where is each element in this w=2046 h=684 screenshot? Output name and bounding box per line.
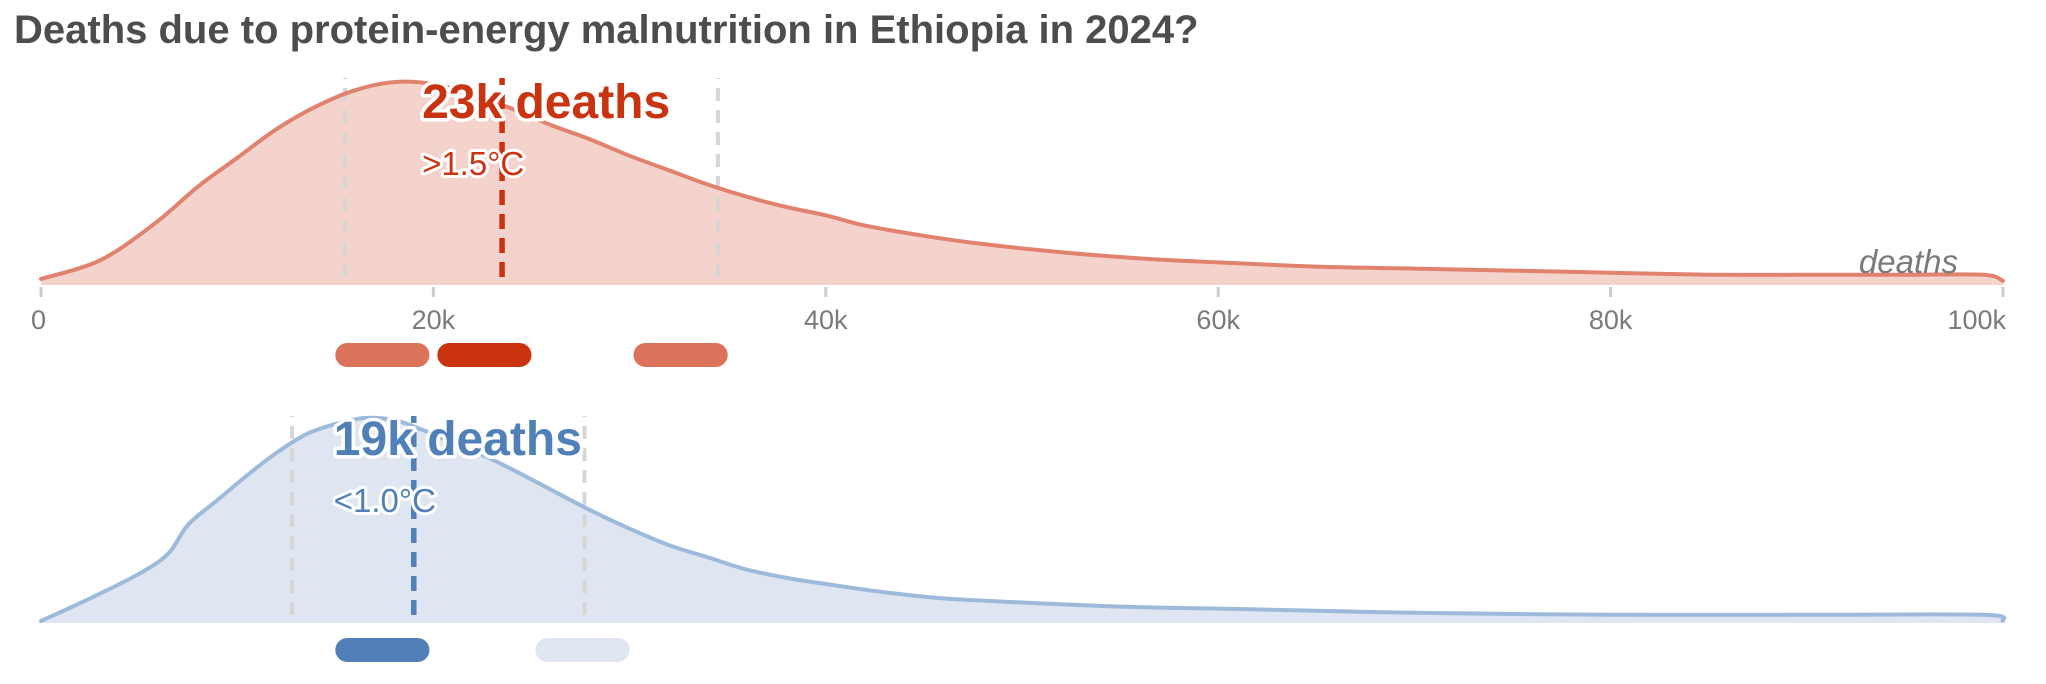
- density-curve-cool: [39, 415, 2007, 623]
- median-label-cool: 19k deaths: [334, 413, 582, 466]
- x-tick-label: 100k: [1947, 305, 2006, 335]
- range-marker-warm-1: [335, 343, 430, 367]
- chart-title: Deaths due to protein-energy malnutritio…: [14, 8, 1199, 52]
- density-curve-warm: [39, 79, 2005, 283]
- x-tick-label: 80k: [1589, 305, 1633, 335]
- range-marker-cool-2: [535, 638, 630, 662]
- range-marker-cool-1: [335, 638, 430, 662]
- density-area-cool: [41, 417, 2005, 623]
- median-label-warm: 23k deaths: [422, 76, 670, 129]
- x-axis-label: deaths: [1859, 243, 1958, 280]
- scenario-label-warm: >1.5°C: [422, 145, 524, 182]
- range-marker-warm-2: [437, 343, 532, 367]
- range-marker-warm-3: [633, 343, 728, 367]
- x-tick-label: 20k: [412, 305, 456, 335]
- x-tick-label: 40k: [804, 305, 848, 335]
- scenario-label-cool: <1.0°C: [334, 482, 436, 519]
- x-tick-label: 60k: [1196, 305, 1240, 335]
- density-area-warm: [41, 81, 2003, 285]
- x-tick-label: 0: [31, 305, 46, 335]
